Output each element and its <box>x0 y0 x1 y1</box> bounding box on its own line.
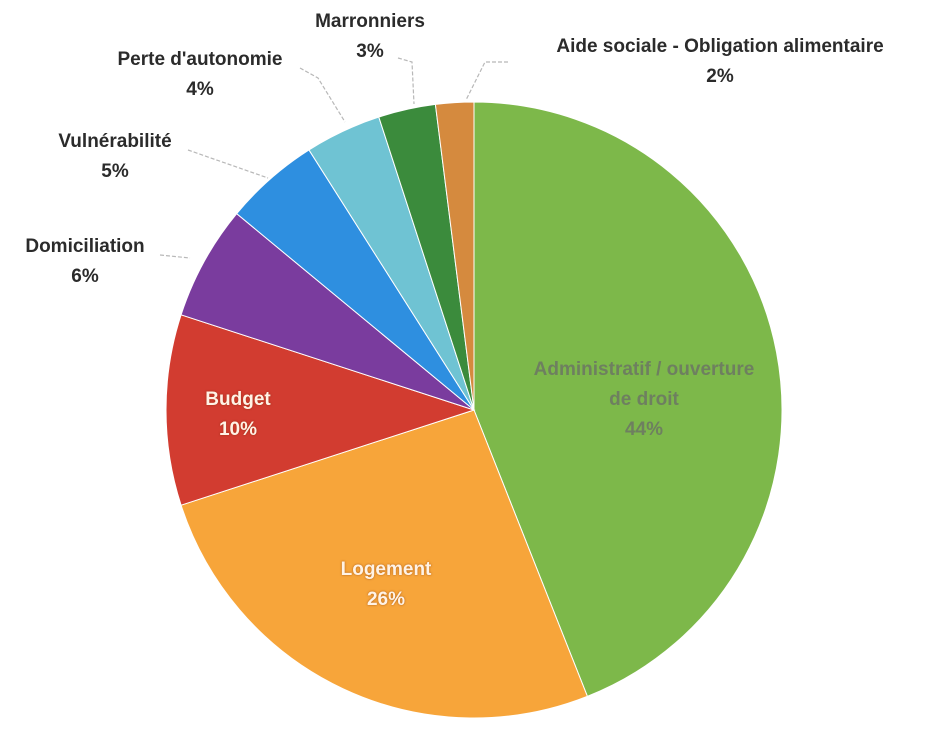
leader-line <box>465 61 508 101</box>
category-label: Logement <box>340 559 432 580</box>
category-label: Perte d'autonomie <box>117 49 283 70</box>
value-label: 44% <box>624 419 664 440</box>
slice-label: Vulnérabilité 5% <box>58 127 171 187</box>
value-label: 6% <box>71 266 99 287</box>
category-label: Marronniers <box>315 11 425 32</box>
value-label: 5% <box>101 161 129 182</box>
slice-label: Administratif / ouverture de droit 44% <box>529 355 759 445</box>
leader-line <box>187 149 269 179</box>
slice-label: Budget 10% <box>205 385 270 445</box>
category-label: Domiciliation <box>25 236 145 257</box>
category-label: Budget <box>205 389 271 410</box>
slice-label: Marronniers 3% <box>315 7 425 67</box>
value-label: 26% <box>366 589 406 610</box>
slice-label: Logement 26% <box>341 555 432 615</box>
category-label: Aide sociale - Obligation alimentaire <box>556 36 884 57</box>
leader-line <box>159 254 191 259</box>
pie-slice <box>473 101 783 698</box>
category-label: Administratif / ouverture de droit <box>533 359 755 410</box>
slice-label: Aide sociale - Obligation alimentaire 2% <box>556 32 883 92</box>
value-label: 2% <box>706 66 734 87</box>
value-label: 10% <box>218 419 258 440</box>
slice-label: Domiciliation 6% <box>25 232 144 292</box>
value-label: 4% <box>186 79 214 100</box>
value-label: 3% <box>356 41 384 62</box>
pie-slice <box>180 409 589 719</box>
pie-slice <box>434 101 475 411</box>
leader-line <box>299 67 346 123</box>
pie-slice <box>165 314 476 506</box>
category-label: Vulnérabilité <box>58 131 172 152</box>
leader-line <box>397 57 415 105</box>
slice-label: Perte d'autonomie 4% <box>118 45 283 105</box>
